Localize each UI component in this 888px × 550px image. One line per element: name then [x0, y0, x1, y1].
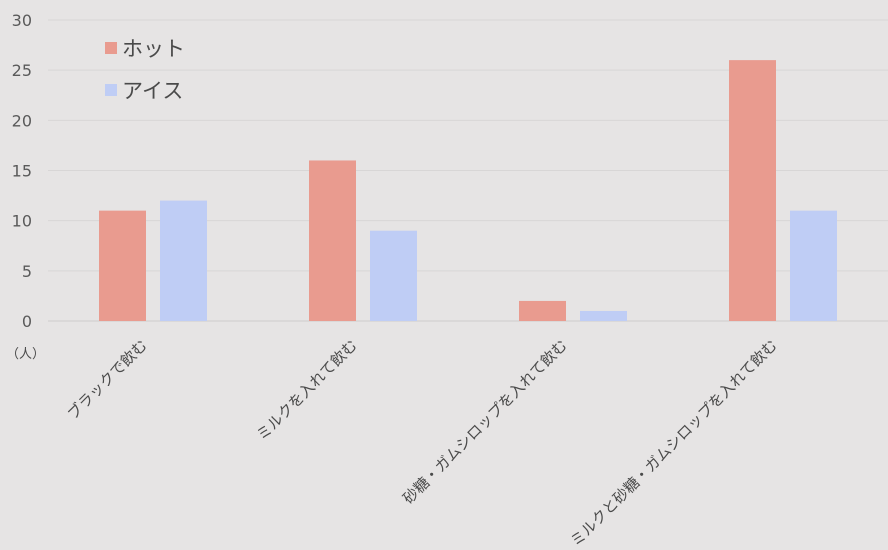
x-category-label: ミルクを入れて飲む: [253, 336, 361, 444]
legend-label-ice: アイス: [122, 79, 183, 103]
x-category-label: 砂糖・ガムシロップを入れて飲む: [399, 336, 571, 508]
legend-swatch-ice: [105, 84, 117, 96]
y-unit-label: （人）: [6, 347, 45, 362]
bar-ice-2: [370, 230, 417, 321]
legend-label-hot: ホット: [122, 37, 185, 61]
bar-hot-2: [309, 160, 356, 321]
x-axis-labels: ブラックで飲む ミルクを入れて飲む 砂糖・ガムシロップを入れて飲むミルクと砂糖・ガム…: [64, 336, 781, 550]
bar-ice-4: [790, 210, 837, 321]
x-category-label: ブラックで飲む: [64, 336, 151, 423]
legend-swatch-hot: [105, 42, 117, 54]
y-tick-label: 5: [22, 262, 32, 281]
y-axis-ticks: 0 5 10 15 20 25 30: [12, 11, 32, 331]
y-tick-label: 30: [12, 11, 32, 30]
y-tick-label: 0: [22, 312, 32, 331]
bar-ice-1: [160, 200, 207, 321]
x-category-label: ミルクと砂糖・ガムシロップを入れて飲む: [567, 336, 781, 550]
y-tick-label: 15: [12, 162, 32, 181]
bar-hot-3: [519, 300, 566, 321]
bars: [99, 60, 837, 322]
bar-hot-1: [99, 210, 146, 321]
bar-hot-4: [729, 60, 776, 322]
bar-ice-3: [580, 310, 627, 321]
y-tick-label: 20: [12, 111, 32, 130]
y-tick-label: 10: [12, 212, 32, 231]
y-tick-label: 25: [12, 61, 32, 80]
